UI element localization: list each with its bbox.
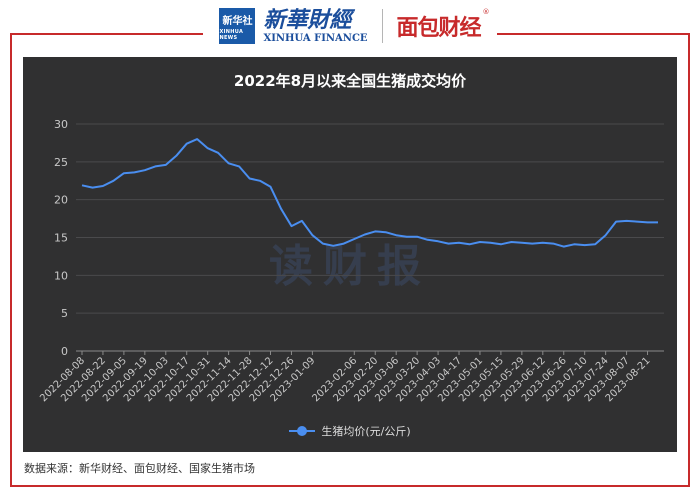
series-line[interactable] [81, 138, 658, 248]
y-tick-label: 30 [54, 118, 68, 131]
legend[interactable]: 生猪均价(元/公斤) [0, 423, 700, 439]
legend-label: 生猪均价(元/公斤) [321, 425, 411, 438]
mianbao-logo: 面包财经 ® [396, 8, 490, 42]
legend-swatch [289, 426, 316, 436]
grid-lines [76, 123, 664, 352]
x-tick-labels: 2022-08-082022-08-222022-09-052022-09-19… [38, 351, 653, 404]
y-tick-label: 20 [54, 194, 68, 207]
header-logos: 新华社 XINHUA NEWS 新華財經 XINHUA FINANCE 面包财经… [203, 4, 497, 48]
registered-mark: ® [482, 8, 490, 16]
xinhua-finance-brand: 新華財經 XINHUA FINANCE [263, 9, 367, 44]
xinhua-logo-sub: XINHUA NEWS [219, 28, 244, 41]
y-tick-label: 10 [54, 269, 68, 282]
source-note: 数据来源：新华财经、面包财经、国家生猪市场 [24, 462, 255, 475]
xinhua-logo: 新华社 XINHUA NEWS [219, 8, 256, 44]
header: 新华社 XINHUA NEWS 新華財經 XINHUA FINANCE 面包财经… [0, 4, 700, 48]
chart-title: 2022年8月以来全国生猪成交均价 [233, 72, 467, 90]
watermark: 读财报 [269, 241, 431, 292]
y-tick-labels: 0 5 10 15 20 25 30 [54, 118, 68, 358]
frame-right-line [688, 33, 690, 487]
y-tick-label: 0 [61, 345, 68, 358]
xinhua-logo-text: 新华社 [222, 15, 253, 27]
y-tick-label: 5 [61, 307, 68, 320]
y-tick-label: 25 [54, 156, 68, 169]
brand-cn: 新華財經 [263, 6, 352, 33]
frame-bottom-line [10, 485, 690, 487]
series-layer [81, 138, 658, 248]
logo-divider [381, 9, 383, 43]
chart-panel [23, 57, 677, 452]
brand-en: XINHUA FINANCE [263, 32, 368, 44]
frame-left-line [10, 33, 12, 487]
y-tick-label: 15 [54, 232, 68, 245]
mianbao-logo-text: 面包财经 [396, 16, 482, 41]
